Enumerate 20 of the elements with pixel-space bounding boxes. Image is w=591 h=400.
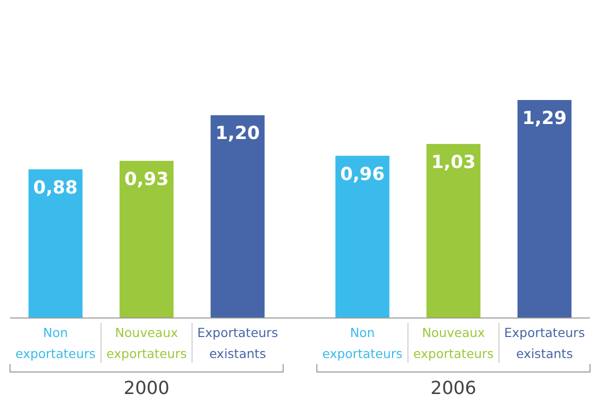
bar [426,144,480,318]
data-label: 1,03 [431,152,476,173]
bar [517,100,572,318]
x-tick-label: 2006 [430,378,476,399]
series-label: Exportateurs existants [197,325,278,361]
data-label: 1,20 [215,123,260,144]
text: Exportateurs existants [504,325,585,361]
series-label: Non exportateurs [322,325,403,361]
data-label: 0,88 [33,177,78,198]
x-tick-label: 2000 [124,378,170,399]
text: Non exportateurs [15,325,96,361]
series-label: Nouveaux exportateurs [106,325,187,361]
data-label: 0,96 [340,164,385,185]
text: Nouveaux exportateurs [413,325,494,361]
bar [28,169,83,318]
bar [120,160,174,318]
bar [335,156,390,318]
bar [210,115,265,318]
data-label: 1,29 [522,108,567,129]
data-label: 0,93 [124,168,169,190]
